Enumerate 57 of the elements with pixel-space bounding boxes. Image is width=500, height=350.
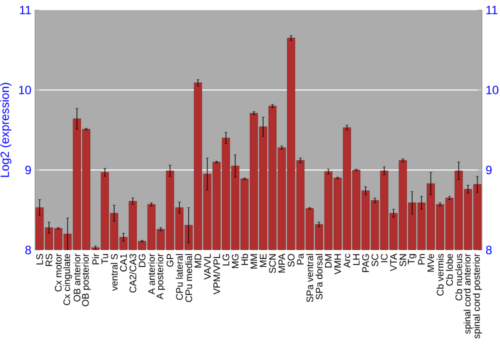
x-tick-label: Tu	[102, 254, 108, 264]
y-tick-label: 9	[25, 166, 31, 174]
y2-tick-label: 9	[486, 166, 492, 174]
x-tick-label: Hb	[241, 254, 248, 265]
x-tick-label: OB anterior	[73, 254, 80, 302]
x-tick-label: Pa	[297, 254, 304, 264]
x-tick-label: A anterior	[148, 254, 155, 295]
x-tick-label: Cb nucleus	[455, 254, 462, 300]
x-tick-label: Cb lobe	[446, 254, 453, 286]
x-tick-label: CA2/CA3	[129, 254, 136, 292]
x-tick-label: Pir	[92, 254, 99, 264]
y2-tick-label: 10	[486, 86, 498, 94]
y2-tick-label: 8	[486, 246, 492, 254]
x-tick-label: VTA	[390, 254, 397, 272]
x-tick-label: OB posterior	[82, 254, 91, 306]
x-tick-label: LS	[36, 254, 44, 264]
x-tick-label: DG	[138, 254, 146, 267]
y-axis-title: Log2 (expression)	[0, 82, 12, 177]
x-tick-label: LH	[353, 254, 360, 265]
x-tick-label: spinal cord posterior	[472, 254, 482, 338]
x-tick-label: ME	[260, 254, 266, 267]
x-tick-label: spinal cord anterior	[464, 254, 472, 334]
x-tick-label: VMH	[334, 254, 341, 275]
x-tick-label: SPa ventral	[306, 254, 314, 302]
x-tick-label: VPM/VPL	[213, 254, 220, 294]
x-tick-label: Arc	[344, 254, 350, 268]
x-tick-label: DM	[325, 254, 332, 268]
x-tick-label: SO	[288, 254, 294, 267]
x-tick-label: CPu lateral	[176, 254, 183, 300]
y-tick-label: 10	[19, 86, 32, 94]
x-tick-label: LG	[222, 254, 230, 266]
x-tick-label: RS	[46, 254, 52, 266]
x-tick-label: GP	[166, 254, 174, 267]
x-tick-label: Cx motor	[54, 254, 62, 292]
x-tick-label: Cb vermis	[436, 254, 444, 296]
x-tick-label: CPu medial	[185, 254, 192, 302]
x-tick-label: ventral S	[110, 254, 118, 291]
x-tick-label: Pn	[418, 254, 425, 264]
y-tick-label: 8	[25, 246, 31, 254]
x-tick-label: Tg	[408, 254, 416, 264]
x-tick-label: PAG	[362, 254, 369, 272]
x-tick-label: IC	[380, 254, 388, 262]
x-tick-label: SPa dorsal	[316, 254, 323, 300]
x-tick-label: MD	[194, 254, 202, 268]
x-tick-label: MG	[232, 254, 239, 268]
x-tick-label: MM	[250, 254, 258, 269]
x-tick-label: CA1	[120, 254, 127, 272]
x-tick-label: VA/VL	[204, 254, 211, 280]
y-tick-label: 11	[20, 6, 31, 14]
x-tick-label: MVe	[427, 254, 434, 272]
x-tick-label: SCN	[269, 254, 276, 274]
y2-tick-label: 11	[486, 6, 498, 14]
x-tick-label: Cx cingulate	[63, 254, 72, 306]
x-tick-label: MPA	[278, 254, 286, 273]
x-tick-label: A posterior	[156, 254, 166, 300]
x-tick-label: SN	[399, 254, 406, 266]
x-tick-label: SC	[372, 254, 378, 266]
